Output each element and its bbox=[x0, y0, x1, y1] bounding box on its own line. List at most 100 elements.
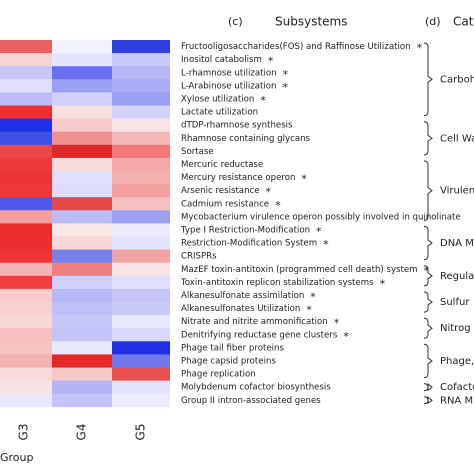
heatmap-cell bbox=[0, 157, 52, 172]
panel-title: Subsystems bbox=[275, 15, 347, 29]
category-label: Sulfur bbox=[440, 297, 470, 308]
subsystem-label: Inositol catabolism bbox=[181, 55, 262, 65]
subsystem-label: Molybdenum cofactor biosynthesis bbox=[181, 383, 331, 393]
heatmap-cell bbox=[52, 223, 112, 237]
heatmap-cell bbox=[0, 236, 52, 250]
heatmap-cell bbox=[0, 354, 52, 368]
heatmap-cell bbox=[52, 92, 112, 106]
subsystem-label: Sortase bbox=[181, 147, 214, 157]
heatmap-cell bbox=[52, 354, 112, 368]
subsystem-label: L-Arabinose utilization bbox=[181, 81, 277, 91]
significance-star: * bbox=[334, 317, 340, 330]
heatmap-cell bbox=[112, 157, 170, 172]
heatmap-cell bbox=[52, 105, 112, 119]
significance-star: * bbox=[424, 264, 430, 277]
category-label: Virulen bbox=[440, 186, 474, 197]
significance-star: * bbox=[268, 55, 274, 68]
heatmap-cell bbox=[112, 53, 170, 67]
heatmap-cell bbox=[52, 315, 112, 329]
heatmap-cell bbox=[112, 92, 170, 106]
heatmap-cell bbox=[52, 302, 112, 316]
heatmap-cell bbox=[112, 40, 170, 54]
heatmap-cell bbox=[112, 262, 170, 277]
panel-label: (c) bbox=[228, 15, 243, 28]
significance-star: * bbox=[323, 238, 329, 251]
significance-star: * bbox=[275, 199, 281, 212]
heatmap-cell bbox=[52, 40, 112, 54]
axis-label: Group bbox=[0, 451, 34, 464]
subsystem-label: Toxin-antitoxin replicon stabilization s… bbox=[180, 278, 374, 288]
heatmap-cell bbox=[52, 79, 112, 93]
heatmap-cell bbox=[112, 79, 170, 93]
heatmap-cell bbox=[112, 131, 170, 146]
heatmap-cell bbox=[112, 144, 170, 159]
heatmap-cell bbox=[112, 118, 170, 132]
heatmap-cell bbox=[0, 197, 52, 211]
subsystem-label: Phage tail fiber proteins bbox=[181, 343, 284, 353]
heatmap-cell bbox=[52, 328, 112, 342]
significance-star: * bbox=[310, 290, 316, 303]
heatmap-cell bbox=[52, 197, 112, 211]
category-label: Carboh bbox=[440, 74, 474, 85]
heatmap-cell bbox=[0, 184, 52, 198]
significance-star: * bbox=[266, 186, 272, 199]
subsystem-label: Phage replication bbox=[181, 370, 256, 380]
heatmap-cell bbox=[0, 328, 52, 342]
heatmap-cell bbox=[52, 131, 112, 146]
panel-title: Cat bbox=[453, 15, 474, 29]
subsystem-label: Rhamnose containing glycans bbox=[181, 134, 311, 144]
category-bracket bbox=[423, 225, 433, 261]
heatmap-cell bbox=[112, 367, 170, 381]
heatmap-cell bbox=[112, 328, 170, 342]
heatmap-cell bbox=[52, 118, 112, 132]
significance-star: * bbox=[283, 68, 289, 81]
subsystem-label: Mercury resistance operon bbox=[181, 173, 295, 183]
category-label: Regula bbox=[440, 271, 474, 282]
category-bracket bbox=[423, 291, 433, 313]
heatmap-cell bbox=[112, 315, 170, 329]
subsystem-label: Phage capsid proteins bbox=[181, 356, 276, 366]
heatmap-cell bbox=[52, 210, 112, 224]
heatmap-cell bbox=[52, 275, 112, 290]
heatmap-cell bbox=[0, 367, 52, 381]
significance-star: * bbox=[306, 304, 312, 317]
subsystem-label: Cadmium resistance bbox=[181, 199, 269, 209]
subsystem-label: Denitrifying reductase gene clusters bbox=[181, 330, 338, 340]
heatmap-cell bbox=[52, 288, 112, 303]
subsystem-label: CRISPRs bbox=[181, 252, 217, 262]
heatmap-cell bbox=[0, 315, 52, 329]
significance-star: * bbox=[301, 173, 307, 186]
significance-star: * bbox=[417, 42, 423, 55]
heatmap-cell bbox=[112, 393, 170, 408]
heatmap-cell bbox=[52, 171, 112, 185]
subsystem-label: Type I Restriction-Modification bbox=[180, 225, 310, 235]
heatmap-cell bbox=[0, 118, 52, 132]
heatmap-cell bbox=[52, 144, 112, 159]
category-bracket bbox=[423, 396, 433, 405]
heatmap-cell bbox=[0, 66, 52, 80]
significance-star: * bbox=[380, 277, 386, 290]
category-label: Nitrog bbox=[440, 323, 471, 334]
subsystem-label: Restriction-Modification System bbox=[181, 239, 317, 249]
heatmap-cell bbox=[0, 275, 52, 290]
heatmap-cell bbox=[52, 367, 112, 381]
heatmap-cell bbox=[52, 249, 112, 263]
heatmap-cell bbox=[112, 354, 170, 368]
heatmap-cell bbox=[0, 302, 52, 316]
subsystem-label: dTDP-rhamnose synthesis bbox=[181, 121, 293, 131]
heatmap-cell bbox=[112, 341, 170, 355]
heatmap-cell bbox=[52, 157, 112, 172]
group-label: G5 bbox=[134, 424, 148, 441]
heatmap-cell bbox=[0, 288, 52, 303]
panel-label: (d) bbox=[425, 15, 441, 28]
subsystem-label: Fructooligosaccharides(FOS) and Raffinos… bbox=[181, 42, 411, 52]
heatmap-cell bbox=[52, 236, 112, 250]
heatmap-cell bbox=[112, 249, 170, 263]
category-label: RNA M bbox=[440, 395, 473, 406]
heatmap-cell bbox=[112, 275, 170, 290]
heatmap-cell bbox=[0, 393, 52, 408]
significance-star: * bbox=[343, 330, 349, 343]
heatmap-cell bbox=[0, 380, 52, 394]
heatmap-cell bbox=[112, 210, 170, 224]
heatmap-cell bbox=[0, 223, 52, 237]
